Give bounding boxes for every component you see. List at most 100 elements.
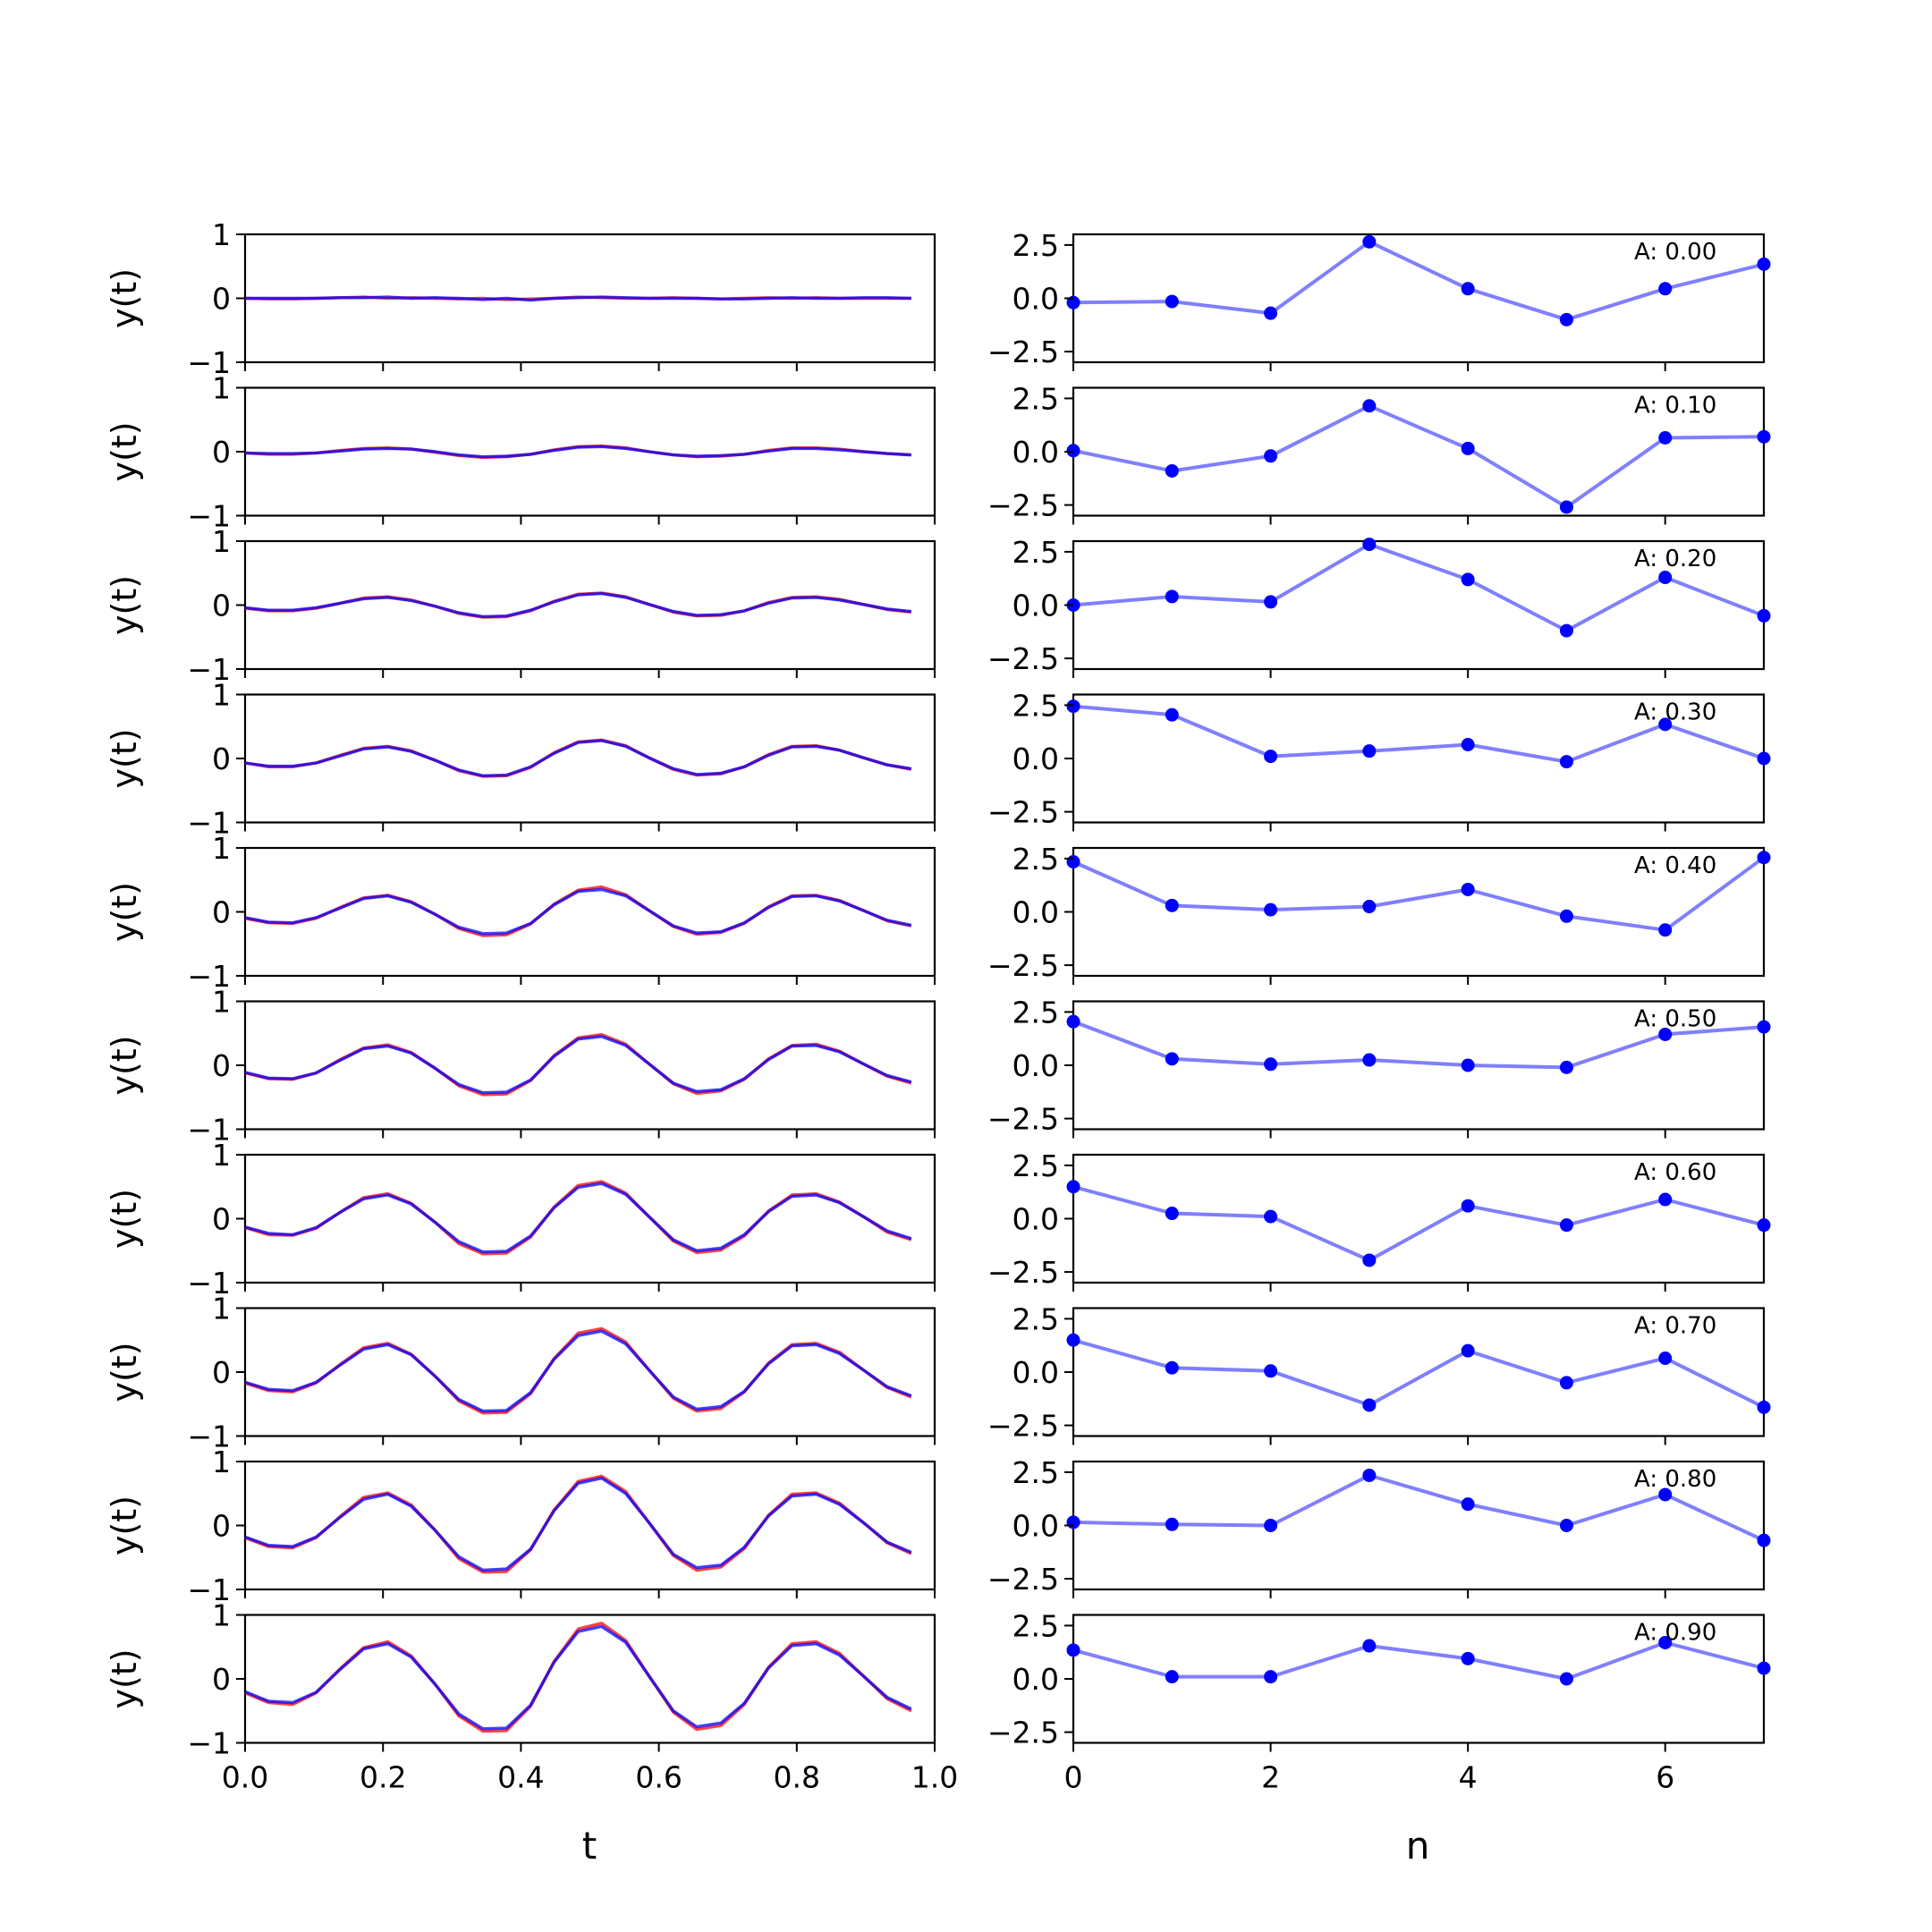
coef-panel-8: A: 0.80 −2.5 0.0 2.5 [987, 1455, 1771, 1598]
coef-point [1165, 708, 1179, 722]
time-panel-frame [243, 1307, 936, 1437]
signal-series-blue [244, 1624, 912, 1731]
coef-point [1066, 699, 1080, 714]
y-tick-label: −2.5 [987, 948, 1059, 983]
coef-panel-4: A: 0.40 −2.5 0.0 2.5 [987, 842, 1771, 985]
y-tick-label: 0 [212, 1048, 231, 1083]
coef-point [1264, 595, 1278, 609]
time-panel-0: −1 0 1 y(t) [105, 217, 936, 380]
coef-point [1362, 1639, 1377, 1653]
y-axis-label: y(t) [105, 268, 144, 328]
x-tick-label: 2 [1261, 1760, 1280, 1795]
coef-point [1658, 1635, 1673, 1649]
coef-point [1264, 1364, 1278, 1378]
y-tick-label: 0.0 [1013, 1355, 1059, 1390]
coef-point [1559, 312, 1573, 326]
coef-point [1362, 234, 1377, 249]
y-axis-label: y(t) [105, 575, 144, 635]
coef-point [1264, 1670, 1278, 1684]
x-tick-label: 6 [1656, 1760, 1674, 1795]
coef-point [1461, 738, 1475, 752]
time-signal-column: −1 0 1 y(t) −1 0 1 y(t) −1 0 1 y(t) −1 0 1 y(t) −1 0 1 y(t)… [105, 217, 958, 1795]
time-panel-9: −1 0 1 y(t) 0.0 0.2 0.4 0.6 0.8 1.0 [105, 1598, 958, 1795]
coef-point [1461, 1343, 1475, 1358]
coef-point [1658, 923, 1673, 937]
amplitude-annotation: A: 0.70 [1634, 1313, 1716, 1340]
coef-point [1165, 463, 1179, 478]
y-tick-label: 1 [212, 678, 231, 713]
y-tick-label: −1 [187, 806, 231, 841]
coef-point [1362, 1468, 1377, 1482]
coef-point [1658, 571, 1673, 585]
coef-point [1658, 1487, 1673, 1502]
coef-point [1658, 1352, 1673, 1366]
coef-point [1757, 1533, 1771, 1547]
coef-series-line [1072, 1184, 1765, 1262]
coef-point [1461, 572, 1475, 587]
right-x-axis-label: n [1406, 1824, 1430, 1868]
coef-point [1165, 1360, 1179, 1375]
coef-point [1559, 755, 1573, 769]
y-axis-label: y(t) [105, 1648, 144, 1708]
time-panel-6: −1 0 1 y(t) [105, 1138, 936, 1301]
signal-series-blue [244, 445, 911, 459]
y-tick-label: 0 [212, 1662, 231, 1697]
y-axis-label: y(t) [105, 1035, 144, 1095]
coef-point [1757, 257, 1771, 271]
y-tick-label: −1 [187, 1419, 231, 1454]
x-tick-label: 0.8 [774, 1760, 820, 1795]
x-tick-label: 4 [1459, 1760, 1478, 1795]
y-tick-label: −1 [187, 652, 231, 687]
coef-point [1264, 1057, 1278, 1072]
coef-point [1461, 1058, 1475, 1072]
coef-panel-1: A: 0.10 −2.5 0.0 2.5 [987, 381, 1771, 525]
y-tick-label: 0 [212, 1355, 231, 1390]
coef-point [1559, 1672, 1573, 1686]
coef-point [1559, 1376, 1573, 1390]
y-tick-label: −2.5 [987, 641, 1059, 676]
y-tick-label: 2.5 [1013, 688, 1059, 723]
y-axis-label: y(t) [105, 1342, 144, 1402]
coef-series-line [1072, 240, 1765, 322]
y-tick-label: −1 [187, 959, 231, 994]
coef-point [1362, 744, 1377, 758]
time-panel-7: −1 0 1 y(t) [105, 1292, 936, 1454]
y-tick-label: 0.0 [1013, 895, 1059, 930]
coef-point [1757, 608, 1771, 623]
coef-point [1757, 1020, 1771, 1034]
amplitude-annotation: A: 0.90 [1634, 1620, 1716, 1647]
y-tick-label: 0.0 [1013, 1509, 1059, 1544]
y-tick-label: 0 [212, 589, 231, 623]
amplitude-annotation: A: 0.30 [1634, 699, 1716, 726]
coef-point [1066, 444, 1080, 458]
coef-point [1658, 282, 1673, 296]
coef-panel-0: A: 0.00 −2.5 0.0 2.5 [987, 228, 1771, 371]
y-tick-label: −2.5 [987, 795, 1059, 830]
amplitude-annotation: A: 0.40 [1634, 852, 1716, 879]
x-tick-label: 1.0 [911, 1760, 958, 1795]
y-tick-label: 2.5 [1013, 1301, 1059, 1336]
signal-series-blue [244, 1035, 912, 1095]
coef-point [1165, 1207, 1179, 1221]
signal-series-blue [244, 739, 912, 777]
y-tick-label: 1 [212, 371, 231, 406]
y-tick-label: 0.0 [1013, 1202, 1059, 1237]
y-axis-label: y(t) [105, 1189, 144, 1249]
y-tick-label: 0 [212, 435, 231, 470]
coef-point [1066, 854, 1080, 869]
time-panel-frame [243, 846, 936, 978]
coef-series-line [1072, 1020, 1765, 1070]
y-tick-label: −2.5 [987, 1409, 1059, 1444]
signal-series-red [244, 1622, 912, 1733]
amplitude-annotation: A: 0.60 [1634, 1159, 1716, 1186]
y-axis-label: y(t) [105, 421, 144, 481]
coefficient-column: A: 0.00−2.50.02.5A: 0.10−2.50.02.5A: 0.2… [987, 228, 1771, 1795]
coef-point [1264, 750, 1278, 764]
coef-point [1362, 1398, 1377, 1412]
coef-point [1165, 898, 1179, 912]
y-axis-label: y(t) [105, 882, 144, 942]
y-tick-label: −1 [187, 1266, 231, 1301]
coef-point [1165, 1670, 1179, 1684]
coef-point [1559, 1060, 1573, 1074]
